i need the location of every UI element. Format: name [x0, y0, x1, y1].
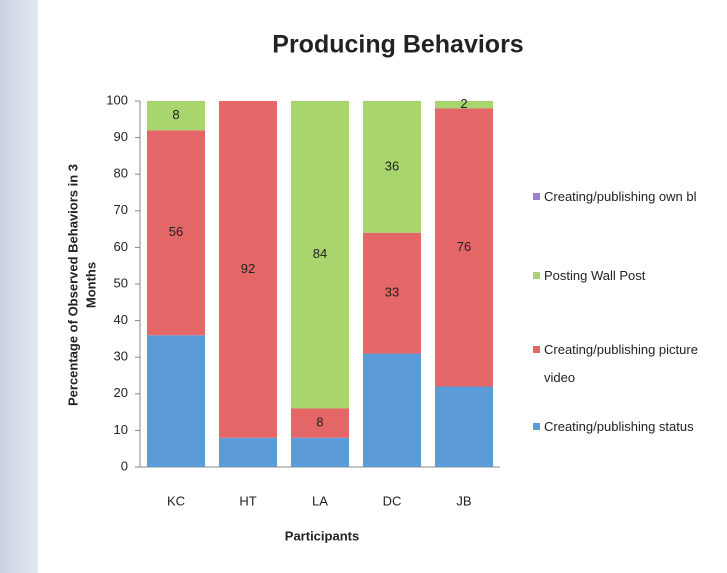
legend-label: Posting Wall Post: [544, 268, 646, 283]
x-tick-label: DC: [383, 493, 402, 508]
y-tick-label: 20: [114, 385, 128, 400]
chart-title: Producing Behaviors: [272, 31, 523, 59]
y-tick-label: 50: [114, 275, 128, 290]
bar-segment: [363, 101, 421, 233]
bar-segment: [291, 101, 349, 409]
bar-segment: [435, 386, 493, 467]
x-tick-label: KC: [167, 493, 185, 508]
x-tick-label: LA: [312, 493, 328, 508]
y-tick-label: 60: [114, 239, 128, 254]
y-tick-label: 100: [106, 92, 128, 107]
side-strip: [0, 0, 38, 573]
y-axis-label: Months: [83, 262, 98, 308]
legend-label: Creating/publishing own bl: [544, 189, 697, 204]
legend-swatch: [533, 193, 540, 200]
bar-segment: [363, 232, 421, 354]
legend-label: Creating/publishing status: [544, 419, 694, 434]
y-tick-label: 80: [114, 166, 128, 181]
bar-segment: [435, 108, 493, 387]
data-label: 56: [169, 224, 183, 239]
data-label: 8: [316, 415, 323, 430]
bar-segment: [219, 437, 277, 467]
y-tick-label: 70: [114, 202, 128, 217]
legend-swatch: [533, 272, 540, 279]
bar-segment: [291, 437, 349, 467]
bar-segment: [219, 101, 277, 438]
legend-swatch: [533, 423, 540, 430]
bar-segment: [147, 335, 205, 467]
y-tick-label: 30: [114, 349, 128, 364]
x-axis-label: Participants: [285, 528, 359, 543]
y-tick-label: 40: [114, 312, 128, 327]
y-tick-label: 0: [121, 458, 128, 473]
y-tick-label: 90: [114, 129, 128, 144]
bar-segment: [363, 353, 421, 467]
bar-segment: [147, 101, 205, 131]
legend-label: Creating/publishing picture video: [544, 342, 698, 385]
data-label: 36: [385, 158, 399, 173]
x-tick-label: HT: [239, 493, 256, 508]
data-label: 2: [460, 96, 467, 111]
bar-segment: [291, 408, 349, 438]
bar-segment: [147, 130, 205, 336]
y-tick-label: 10: [114, 422, 128, 437]
data-label: 84: [313, 246, 327, 261]
x-tick-label: JB: [456, 493, 471, 508]
data-label: 92: [241, 261, 255, 276]
legend-swatch: [533, 346, 540, 353]
bar-segment: [435, 101, 493, 109]
data-label: 8: [172, 107, 179, 122]
data-label: 76: [457, 239, 471, 254]
data-label: 33: [385, 285, 399, 300]
y-axis-label: Percentage of Observed Behaviors in 3: [65, 164, 80, 406]
